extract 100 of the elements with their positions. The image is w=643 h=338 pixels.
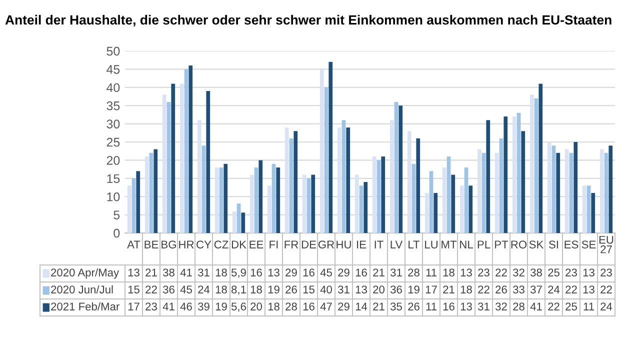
data-label: 21 xyxy=(146,268,157,276)
bar xyxy=(398,106,403,233)
bar xyxy=(381,156,386,233)
bar xyxy=(154,149,158,233)
bar xyxy=(337,127,342,233)
data-label: 22 xyxy=(146,286,157,294)
bar xyxy=(442,167,446,233)
y-tick-label: 40 xyxy=(106,83,120,92)
bar xyxy=(224,164,228,233)
data-label: 20 xyxy=(250,302,262,310)
data-label: 13 xyxy=(356,286,367,294)
data-label: 13 xyxy=(583,268,594,276)
data-label: 29 xyxy=(286,268,297,276)
x-tick-label: RO xyxy=(511,240,527,248)
data-label: 18 xyxy=(460,286,472,294)
data-label: 19 xyxy=(268,286,280,294)
x-tick-label: BE xyxy=(144,240,158,248)
bar xyxy=(372,156,376,233)
bar xyxy=(328,62,333,233)
x-tick-label: FR xyxy=(284,240,298,248)
data-label: 23 xyxy=(566,268,577,276)
bar xyxy=(486,120,490,233)
bar xyxy=(258,160,263,233)
bar xyxy=(499,138,504,233)
bar xyxy=(569,152,574,233)
data-label: 31 xyxy=(198,268,210,276)
data-label: 26 xyxy=(408,302,420,310)
data-label: 28 xyxy=(286,302,297,310)
bar xyxy=(342,120,346,233)
x-tick-label: BG xyxy=(162,240,176,248)
x-tick-label: FI xyxy=(270,240,278,248)
data-label: 23 xyxy=(478,268,490,276)
bar xyxy=(232,212,236,233)
data-label: 13 xyxy=(460,268,472,276)
bar xyxy=(166,102,171,233)
bar xyxy=(311,174,316,233)
data-label: 28 xyxy=(513,302,524,310)
data-label: 21 xyxy=(443,286,454,294)
data-label: 31 xyxy=(390,268,402,276)
legend-label: 2020 Jun/Jul xyxy=(51,285,113,294)
bar xyxy=(556,152,560,233)
bar xyxy=(477,149,482,233)
data-label: 18 xyxy=(216,268,227,276)
data-label: 16 xyxy=(356,268,367,276)
bar xyxy=(591,192,596,233)
y-tick-label: 0 xyxy=(114,228,120,238)
x-tick-label: HR xyxy=(179,240,194,248)
x-tick-label: CY xyxy=(196,240,212,248)
bar xyxy=(136,171,140,233)
data-label: 41 xyxy=(180,268,192,276)
data-label: 26 xyxy=(286,286,297,294)
data-label: 32 xyxy=(512,268,524,276)
data-label: 26 xyxy=(496,286,507,294)
bar xyxy=(460,186,464,233)
data-label: 24 xyxy=(600,302,612,310)
x-tick-label: EU 27 xyxy=(599,236,614,254)
y-tick-label: 25 xyxy=(106,138,120,147)
y-tick-label: 35 xyxy=(106,101,120,110)
bar xyxy=(144,156,149,233)
bar xyxy=(547,142,552,233)
bar xyxy=(538,84,543,233)
data-label: 40 xyxy=(320,286,332,294)
x-tick-label: SI xyxy=(549,240,558,248)
data-label: 11 xyxy=(584,302,594,310)
bar xyxy=(219,167,224,233)
bar xyxy=(416,138,420,233)
data-label: 8,1 xyxy=(232,286,246,295)
data-label: 47 xyxy=(320,302,332,310)
bar xyxy=(241,212,246,233)
data-label: 17 xyxy=(426,286,437,294)
chart-title: Anteil der Haushalte, die schwer oder sehr schwer mit Einkommen auskommen nach EU-Staaten xyxy=(5,14,612,27)
data-label: 16 xyxy=(250,268,262,276)
x-tick-label: ES xyxy=(564,240,578,248)
bar xyxy=(586,186,591,233)
data-label: 21 xyxy=(373,268,384,276)
bar xyxy=(320,69,324,233)
data-label: 13 xyxy=(583,286,594,294)
x-tick-label: LU xyxy=(425,240,438,248)
data-label: 22 xyxy=(496,268,507,276)
data-label: 22 xyxy=(566,286,577,294)
bar xyxy=(346,127,350,233)
bar xyxy=(429,171,434,233)
legend-label: 2020 Apr/May xyxy=(51,268,120,279)
data-label: 15 xyxy=(128,286,140,294)
bar xyxy=(424,192,429,233)
data-label: 22 xyxy=(600,286,612,294)
x-tick-label: NL xyxy=(460,240,473,248)
bar xyxy=(582,186,586,233)
data-label: 25 xyxy=(548,268,560,276)
bar xyxy=(214,167,219,233)
bar xyxy=(267,186,272,233)
data-label: 18 xyxy=(443,268,454,276)
data-label: 5,6 xyxy=(231,302,246,312)
y-tick-label: 5 xyxy=(114,210,120,220)
data-label: 22 xyxy=(548,302,560,310)
data-label: 13 xyxy=(460,302,472,310)
data-label: 31 xyxy=(478,302,490,310)
data-label: 19 xyxy=(408,286,420,294)
bar xyxy=(530,94,534,233)
data-label: 29 xyxy=(338,302,350,310)
